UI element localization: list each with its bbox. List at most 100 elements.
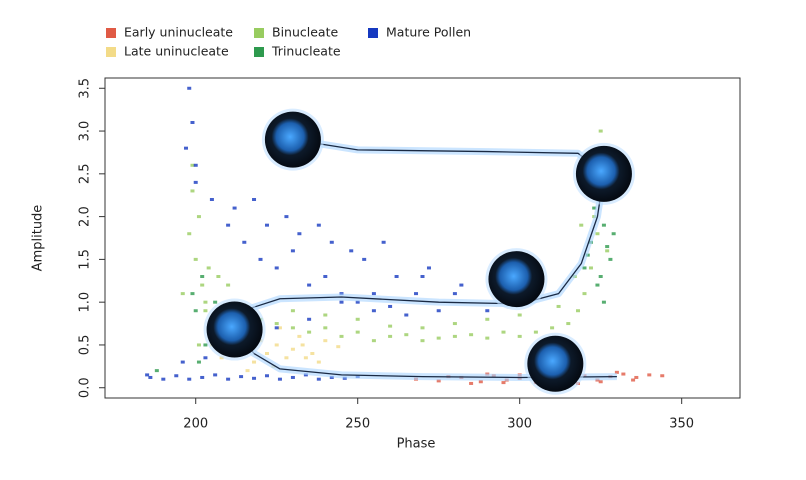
point: [336, 345, 341, 349]
point: [601, 300, 606, 304]
point: [404, 333, 409, 337]
point: [576, 309, 581, 313]
point: [193, 180, 198, 184]
point: [388, 334, 393, 338]
point: [190, 120, 195, 124]
point: [203, 343, 208, 347]
point: [394, 275, 399, 279]
cell: [488, 251, 545, 308]
point: [316, 377, 321, 381]
point: [485, 309, 490, 313]
point: [598, 275, 603, 279]
point: [203, 300, 208, 304]
x-tick-label: 300: [507, 417, 532, 432]
point: [339, 300, 344, 304]
point: [517, 334, 522, 338]
point: [611, 232, 616, 236]
point: [420, 275, 425, 279]
point: [226, 377, 231, 381]
point: [193, 309, 198, 313]
legend-swatch: [254, 47, 264, 57]
point: [566, 322, 571, 326]
point: [252, 197, 257, 201]
point: [252, 376, 257, 380]
point: [485, 336, 490, 340]
point: [297, 232, 302, 236]
point: [196, 343, 201, 347]
point: [154, 369, 159, 373]
point: [200, 283, 205, 287]
point: [414, 292, 419, 296]
y-tick-label: 1.5: [78, 249, 93, 270]
point: [196, 360, 201, 364]
y-tick-label: 3.5: [78, 78, 93, 99]
point: [180, 360, 185, 364]
point: [660, 374, 665, 378]
point: [183, 146, 188, 150]
point: [323, 275, 328, 279]
legend-swatch: [368, 28, 378, 38]
point: [614, 370, 619, 374]
point: [588, 266, 593, 270]
point: [200, 275, 205, 279]
point: [436, 309, 441, 313]
point: [187, 232, 192, 236]
point: [592, 206, 597, 210]
point: [274, 343, 279, 347]
point: [239, 375, 244, 379]
point: [634, 375, 639, 379]
point: [290, 375, 295, 379]
point: [582, 266, 587, 270]
x-axis-label: Phase: [397, 437, 436, 452]
point: [339, 334, 344, 338]
point: [598, 380, 603, 384]
point: [193, 163, 198, 167]
plot-frame: [104, 77, 741, 399]
point: [209, 197, 214, 201]
point: [180, 292, 185, 296]
point: [323, 326, 328, 330]
point: [219, 356, 224, 360]
point: [595, 232, 600, 236]
point: [388, 304, 393, 308]
x-tick-label: 250: [345, 417, 370, 432]
point: [355, 330, 360, 334]
point: [307, 330, 312, 334]
point: [501, 381, 506, 385]
point: [420, 326, 425, 330]
point: [595, 283, 600, 287]
point: [452, 322, 457, 326]
point: [226, 223, 231, 227]
x-tick-label: 350: [669, 417, 694, 432]
point: [190, 292, 195, 296]
point: [226, 283, 231, 287]
point: [371, 309, 376, 313]
cell: [206, 301, 263, 358]
point: [190, 189, 195, 193]
point: [426, 266, 431, 270]
point: [284, 356, 289, 360]
point: [303, 356, 308, 360]
point: [242, 240, 247, 244]
point: [300, 343, 305, 347]
point: [329, 240, 334, 244]
legend: Early uninucleate Late uninucleate Binucle…: [106, 25, 471, 59]
cell: [527, 335, 584, 392]
point: [485, 317, 490, 321]
point: [264, 374, 269, 378]
y-tick-label: 0.0: [78, 377, 93, 398]
point: [349, 249, 354, 253]
x-tick-label: 200: [183, 417, 208, 432]
point: [310, 352, 315, 356]
point: [193, 257, 198, 261]
point: [290, 249, 295, 253]
y-axis-label: Amplitude: [31, 205, 46, 272]
point: [601, 223, 606, 227]
point: [252, 360, 257, 364]
point: [258, 257, 263, 261]
point: [187, 86, 192, 90]
point: [533, 330, 538, 334]
legend-label: Binucleate: [272, 25, 338, 40]
point: [381, 240, 386, 244]
